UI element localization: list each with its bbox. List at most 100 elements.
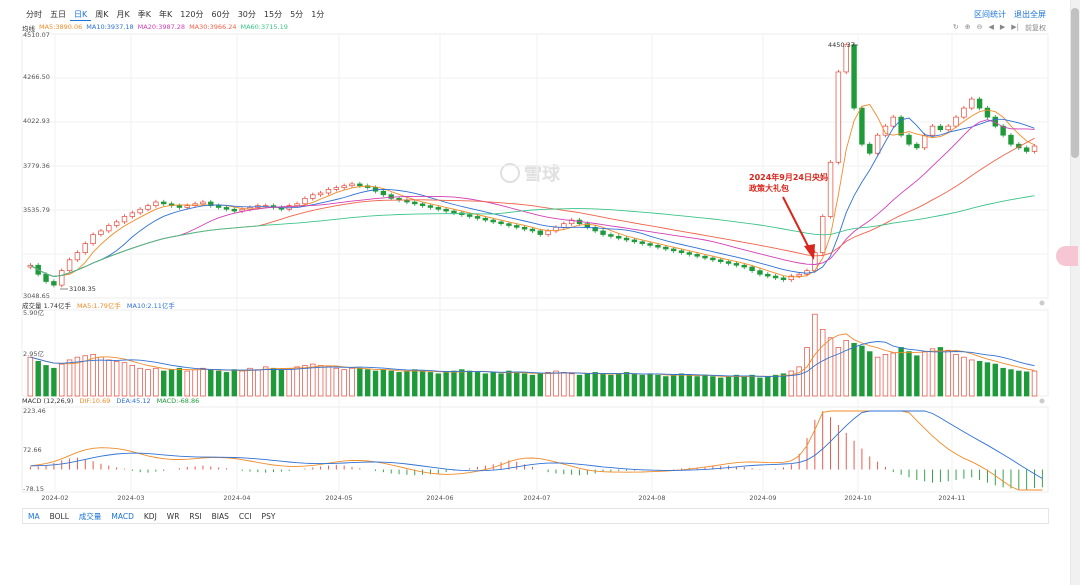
volume-bar	[294, 366, 300, 397]
volume-bar	[757, 377, 763, 397]
indicator-tab[interactable]: 成交量	[78, 511, 102, 521]
volume-bar	[639, 374, 645, 397]
candle-body	[898, 116, 904, 136]
exit-fullscreen-button[interactable]: 退出全屏	[1014, 10, 1046, 19]
period-tab[interactable]: 五日	[50, 10, 66, 19]
volume-bar	[710, 376, 716, 397]
candle-body	[859, 107, 865, 145]
period-tab[interactable]: 60分	[211, 10, 230, 19]
candle-body	[239, 208, 245, 212]
scroll-right-icon[interactable]: ▶	[999, 23, 1006, 31]
candle-body	[451, 210, 457, 214]
volume-bar	[106, 359, 112, 397]
candle-body	[537, 230, 543, 235]
period-tab[interactable]: 5分	[290, 10, 304, 19]
adjust-select[interactable]: 前复权	[1025, 24, 1046, 32]
volume-bar	[929, 348, 936, 397]
period-tab[interactable]: 季K	[137, 10, 151, 19]
candle-body	[427, 205, 434, 208]
volume-bar	[514, 372, 520, 397]
candle-body	[482, 217, 489, 221]
candle-body	[733, 263, 740, 266]
volume-bar	[1016, 370, 1022, 397]
candle-body	[514, 225, 520, 228]
indicator-tab[interactable]: BIAS	[211, 511, 229, 521]
candle-body	[835, 71, 842, 163]
candle-body	[380, 190, 387, 196]
top-right-actions: 区间统计 退出全屏	[974, 9, 1046, 20]
volume-bar	[537, 373, 543, 397]
candle-body	[1023, 147, 1030, 152]
period-tab[interactable]: 分时	[26, 10, 42, 19]
volume-bar	[655, 374, 661, 397]
candle-body	[984, 107, 991, 118]
indicator-tab[interactable]: MA	[28, 511, 40, 521]
candle-body	[474, 216, 481, 219]
candle-body	[592, 226, 598, 232]
candle-body	[796, 273, 802, 277]
floating-action-button[interactable]	[1056, 246, 1078, 266]
volume-bar	[984, 362, 991, 397]
period-tab[interactable]: 年K	[159, 10, 173, 19]
volume-ma10-line	[30, 341, 1035, 377]
volume-bar	[796, 366, 802, 397]
volume-bar	[168, 369, 175, 397]
candle-body	[490, 219, 496, 223]
volume-bar	[780, 373, 787, 397]
candle-body	[223, 207, 230, 210]
volume-bar	[921, 351, 928, 397]
volume-bar	[215, 370, 222, 397]
volume-bar	[835, 347, 842, 397]
watermark-icon	[500, 163, 520, 183]
period-tab[interactable]: 周K	[95, 10, 109, 19]
period-tab[interactable]: 120分	[180, 10, 204, 19]
volume-bar	[741, 376, 747, 397]
candle-body	[90, 234, 96, 244]
zoom-in-icon[interactable]: ⊕	[964, 23, 971, 31]
indicator-tab[interactable]: PSY	[261, 511, 276, 521]
reset-icon[interactable]: ↻	[952, 23, 959, 31]
macd-legend: MACD (12,26,9) DIF:10.69 DEA:45.12 MACD:…	[22, 397, 199, 405]
indicator-tab[interactable]: MACD	[111, 511, 134, 521]
end-icon[interactable]: ▶|	[1011, 23, 1019, 31]
indicator-tab[interactable]: RSI	[189, 511, 202, 521]
period-tab[interactable]: 30分	[237, 10, 256, 19]
zoom-out-icon[interactable]: ⊖	[976, 23, 983, 31]
candle-body	[953, 116, 959, 127]
volume-bar	[600, 373, 606, 397]
indicator-tab[interactable]: BOLL	[49, 511, 69, 521]
panel-resize-handle	[1039, 300, 1045, 306]
volume-bar	[51, 367, 57, 397]
indicator-tab[interactable]: WR	[166, 511, 180, 521]
volume-bar	[43, 365, 49, 397]
volume-bar	[396, 372, 402, 397]
ma10-line	[30, 117, 1035, 277]
scrollbar[interactable]	[1070, 0, 1080, 585]
candle-body	[757, 270, 763, 275]
candle-body	[561, 223, 567, 228]
period-tab[interactable]: 日K	[70, 9, 92, 21]
scroll-left-icon[interactable]: ◀	[988, 23, 994, 31]
volume-ma10: MA10:2.11亿手	[126, 302, 175, 310]
volume-bar	[678, 373, 685, 397]
volume-bar	[906, 351, 912, 397]
scroll-thumb[interactable]	[1071, 8, 1079, 158]
indicator-tab[interactable]: KDJ	[143, 511, 157, 521]
volume-bar	[184, 370, 190, 397]
volume-bar	[208, 369, 214, 397]
period-tab[interactable]: 15分	[263, 10, 283, 19]
volume-bar	[239, 370, 245, 397]
volume-bar	[545, 372, 551, 397]
volume-bar	[302, 365, 308, 397]
candle-body	[827, 161, 834, 217]
period-tab[interactable]: 月K	[116, 10, 130, 19]
period-tab[interactable]: 1分	[311, 10, 325, 19]
volume-bar	[90, 354, 96, 397]
x-axis-label: 2024-11	[938, 494, 965, 502]
volume-ma5: MA5:1.79亿手	[77, 302, 121, 310]
low-price-marker: 3108.35	[69, 285, 96, 293]
volume-label: 成交量 1.74亿手	[22, 302, 72, 310]
indicator-tab[interactable]: CCI	[238, 511, 252, 521]
range-stats-button[interactable]: 区间统计	[974, 10, 1006, 19]
